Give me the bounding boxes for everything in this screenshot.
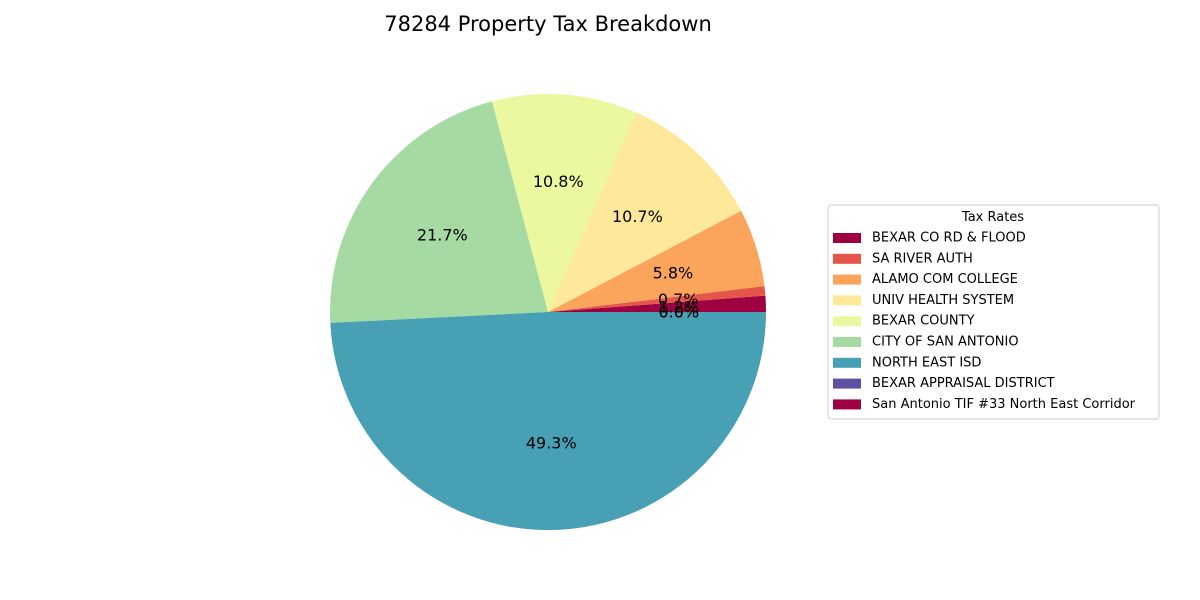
- legend-label: ALAMO COM COLLEGE: [872, 272, 1018, 287]
- legend-swatch: [833, 274, 861, 285]
- pie-slice: [491, 94, 637, 313]
- legend-swatch: [833, 399, 861, 410]
- slice-pct-label: 0.0%: [658, 303, 699, 322]
- pie-slice: [330, 312, 766, 531]
- slice-pct-label: 10.7%: [612, 207, 663, 226]
- legend-label: SA RIVER AUTH: [872, 251, 973, 266]
- slice-pct-label: 49.3%: [526, 433, 577, 452]
- legend-swatch: [833, 337, 861, 347]
- legend: Tax Rates BEXAR CO RD & FLOOD SA RIVER AU…: [827, 204, 1160, 420]
- pie-slice: [548, 210, 765, 312]
- legend-label: BEXAR CO RD & FLOOD: [872, 231, 1026, 246]
- slice-pct-label: 10.8%: [533, 172, 584, 191]
- legend-label: BEXAR APPRAISAL DISTRICT: [872, 376, 1055, 391]
- pie-slice: [548, 112, 742, 313]
- legend-title: Tax Rates: [961, 210, 1024, 225]
- legend-swatch: [833, 253, 861, 264]
- pie-slice: [329, 101, 548, 323]
- pie-slice: [548, 295, 766, 312]
- legend-swatch: [833, 378, 861, 389]
- legend-swatch: [833, 316, 861, 327]
- legend-label: CITY OF SAN ANTONIO: [872, 335, 1019, 350]
- legend-label: BEXAR COUNTY: [872, 314, 975, 329]
- legend-swatch: [833, 357, 861, 368]
- pie-pct-labels: 1.2%0.7%5.8%10.7%10.8%21.7%49.3%0.0%0.0%: [417, 172, 699, 452]
- slice-pct-label: 1.2%: [658, 298, 699, 317]
- slice-pct-label: 5.8%: [653, 264, 694, 283]
- legend-frame: [827, 204, 1160, 420]
- pie-slice: [548, 286, 766, 312]
- slice-pct-label: 0.0%: [658, 303, 699, 322]
- slice-pct-label: 0.7%: [658, 290, 699, 309]
- legend-items: BEXAR CO RD & FLOOD SA RIVER AUTH ALAMO CO…: [833, 231, 1136, 412]
- pie-slices: [329, 94, 766, 531]
- legend-label: UNIV HEALTH SYSTEM: [872, 293, 1014, 308]
- slice-pct-label: 21.7%: [417, 225, 468, 244]
- legend-label: San Antonio TIF #33 North East Corridor: [872, 397, 1136, 412]
- legend-label: NORTH EAST ISD: [872, 355, 981, 370]
- legend-swatch: [833, 233, 861, 243]
- legend-swatch: [833, 295, 861, 306]
- chart-title: 78284 Property Tax Breakdown: [384, 12, 712, 36]
